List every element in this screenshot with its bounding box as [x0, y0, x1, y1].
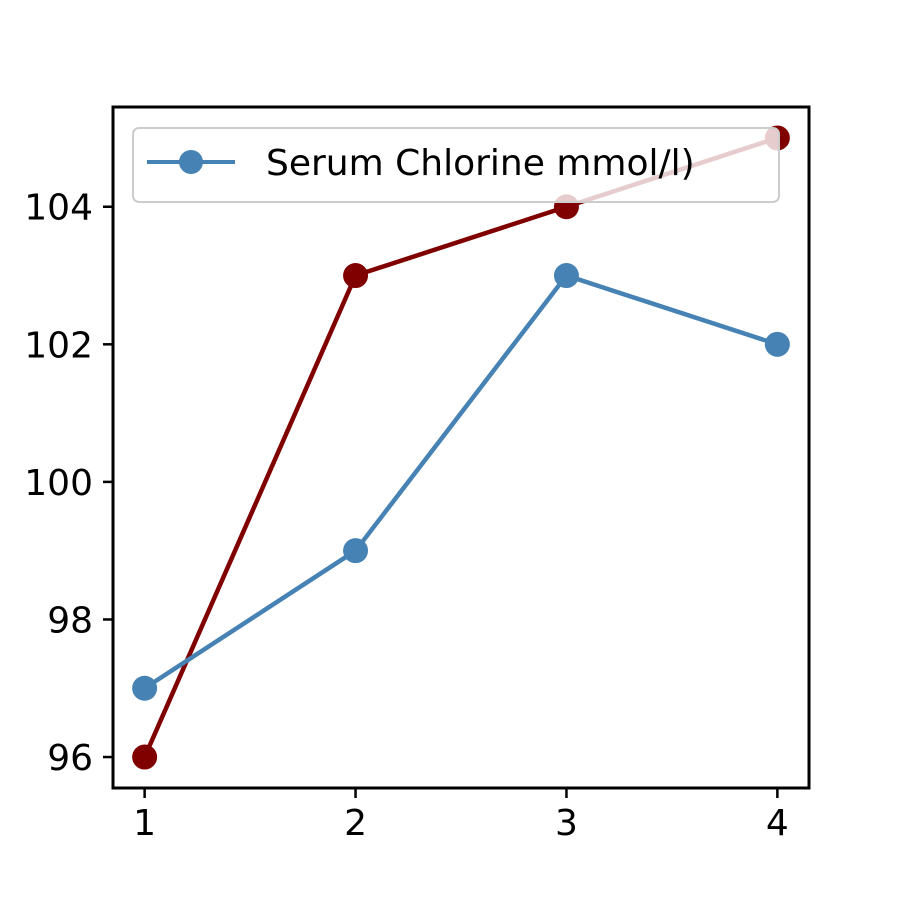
- data-point: [343, 263, 369, 289]
- legend-marker-swatch: [179, 150, 203, 174]
- y-tick-label: 102: [24, 325, 93, 366]
- y-axis: 96 98 100 102 104: [24, 188, 113, 779]
- legend: Serum Chlorine mmol/l): [132, 127, 780, 203]
- legend-box: [132, 127, 780, 203]
- data-point: [343, 538, 369, 564]
- series-line: [143, 273, 779, 691]
- x-tick-label: 1: [133, 803, 156, 844]
- y-tick-label: 100: [24, 463, 93, 504]
- data-point: [132, 744, 158, 770]
- x-tick-label: 4: [766, 803, 789, 844]
- y-tick-label: 96: [47, 738, 93, 779]
- plot-frame: [111, 105, 811, 790]
- series-group: [132, 125, 790, 770]
- series-line: [142, 135, 779, 758]
- x-tick-label: 2: [344, 803, 367, 844]
- data-point: [764, 331, 790, 357]
- data-point: [553, 263, 579, 289]
- legend-label: Serum Chlorine mmol/l): [266, 143, 695, 184]
- y-tick-label: 98: [47, 600, 93, 641]
- y-tick-label: 104: [24, 188, 93, 229]
- data-point: [132, 675, 158, 701]
- x-axis: 1 2 3 4: [133, 788, 789, 844]
- x-tick-label: 3: [555, 803, 578, 844]
